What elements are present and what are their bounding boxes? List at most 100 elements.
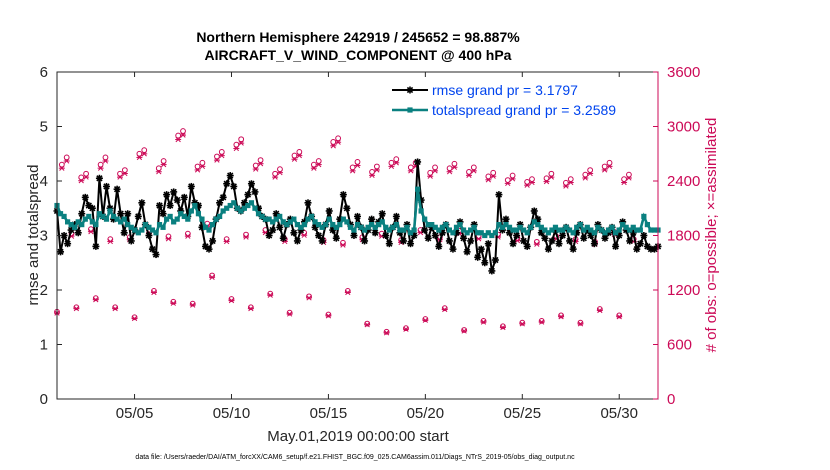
totalspread-marker bbox=[605, 227, 612, 233]
totalspread-marker bbox=[492, 230, 498, 236]
rmse-marker bbox=[368, 215, 376, 223]
obs-assimilated-marker bbox=[199, 163, 206, 170]
obs-assimilated-marker bbox=[504, 180, 511, 187]
obs-assimilated-marker bbox=[238, 140, 245, 146]
rmse-marker bbox=[57, 248, 65, 256]
totalspread-marker bbox=[86, 213, 92, 220]
rmse-marker bbox=[643, 242, 651, 250]
totalspread-marker bbox=[513, 227, 520, 233]
rmse-marker bbox=[431, 232, 439, 239]
totalspread-marker bbox=[570, 230, 576, 236]
obs-assimilated-marker bbox=[276, 169, 283, 176]
totalspread-marker bbox=[255, 211, 262, 217]
obs-possible-marker bbox=[616, 312, 623, 319]
obs-assimilated-marker bbox=[243, 234, 250, 240]
rmse-marker bbox=[445, 237, 453, 245]
rmse-marker bbox=[421, 226, 429, 234]
right-tick-label: 600 bbox=[667, 337, 692, 354]
totalspread-marker bbox=[379, 219, 385, 225]
obs-possible-marker bbox=[344, 288, 351, 294]
totalspread-marker bbox=[333, 224, 339, 230]
rmse-marker bbox=[509, 240, 517, 248]
obs-possible-marker bbox=[446, 165, 453, 172]
rmse-marker bbox=[339, 191, 347, 199]
totalspread-marker bbox=[460, 227, 467, 233]
totalspread-marker bbox=[612, 230, 619, 236]
totalspread-marker bbox=[178, 211, 184, 217]
obs-assimilated-marker bbox=[499, 324, 506, 331]
totalspread-marker bbox=[602, 230, 608, 236]
obs-assimilated-marker bbox=[577, 321, 584, 327]
totalspread-marker bbox=[195, 211, 202, 217]
rmse-marker bbox=[219, 193, 227, 201]
obs-assimilated-marker bbox=[548, 174, 555, 180]
totalspread-marker bbox=[132, 227, 138, 233]
obs-assimilated-marker bbox=[422, 317, 429, 323]
obs-assimilated-marker bbox=[441, 306, 448, 313]
rmse-marker bbox=[378, 210, 386, 218]
totalspread-marker bbox=[248, 200, 255, 206]
totalspread-marker bbox=[330, 222, 336, 228]
obs-assimilated-marker bbox=[480, 319, 487, 325]
totalspread-marker bbox=[429, 222, 435, 228]
obs-assimilated-marker bbox=[625, 175, 632, 181]
obs-assimilated-marker bbox=[73, 305, 80, 312]
obs-possible-marker bbox=[325, 311, 332, 318]
obs-possible-marker bbox=[383, 328, 390, 335]
obs-assimilated-marker bbox=[344, 289, 351, 296]
totalspread-marker bbox=[181, 213, 187, 220]
right-tick-label: 3600 bbox=[667, 64, 700, 81]
obs-possible-marker bbox=[538, 317, 545, 324]
obs-possible-marker bbox=[63, 154, 70, 161]
totalspread-marker bbox=[482, 232, 488, 239]
totalspread-marker bbox=[634, 227, 640, 233]
totalspread-marker bbox=[135, 230, 141, 236]
totalspread-marker bbox=[376, 222, 382, 228]
obs-possible-marker bbox=[165, 233, 172, 240]
totalspread-marker bbox=[351, 227, 357, 233]
rmse-marker bbox=[216, 199, 224, 207]
obs-assimilated-marker bbox=[383, 330, 390, 336]
obs-possible-marker bbox=[184, 230, 191, 237]
rmse-marker bbox=[407, 240, 415, 248]
obs-assimilated-marker bbox=[601, 167, 608, 173]
obs-assimilated-marker bbox=[402, 326, 409, 332]
totalspread-marker bbox=[651, 227, 658, 233]
rmse-marker bbox=[163, 191, 171, 199]
totalspread-marker bbox=[588, 227, 594, 233]
chart-title-line2: AIRCRAFT_V_WIND_COMPONENT @ 400 hPa bbox=[205, 47, 512, 63]
rmse-marker bbox=[382, 232, 390, 239]
obs-assimilated-marker bbox=[160, 161, 167, 168]
totalspread-marker bbox=[344, 219, 350, 225]
totalspread-marker bbox=[567, 227, 573, 233]
rmse-marker bbox=[414, 158, 422, 166]
obs-assimilated-marker bbox=[485, 177, 492, 183]
x-tick-label: 05/20 bbox=[407, 405, 445, 422]
totalspread-marker bbox=[369, 222, 375, 228]
rmse-marker bbox=[463, 248, 471, 256]
obs-assimilated-marker bbox=[184, 233, 191, 239]
totalspread-marker bbox=[319, 224, 325, 230]
obs-assimilated-marker bbox=[247, 305, 254, 312]
totalspread-marker bbox=[284, 222, 290, 228]
obs-possible-marker bbox=[587, 167, 594, 174]
totalspread-marker bbox=[616, 227, 622, 233]
obs-possible-marker bbox=[73, 304, 80, 311]
totalspread-marker bbox=[499, 224, 506, 230]
obs-possible-marker bbox=[238, 136, 245, 143]
rmse-marker bbox=[569, 245, 577, 253]
totalspread-marker bbox=[202, 224, 209, 230]
x-tick-label: 05/10 bbox=[213, 405, 251, 422]
obs-assimilated-marker bbox=[616, 314, 623, 320]
obs-possible-marker bbox=[364, 320, 371, 327]
obs-assimilated-marker bbox=[509, 176, 516, 182]
left-tick-label: 1 bbox=[40, 337, 48, 354]
rmse-marker bbox=[205, 245, 213, 253]
obs-assimilated-marker bbox=[209, 274, 216, 280]
totalspread-marker bbox=[372, 224, 378, 230]
obs-assimilated-marker bbox=[267, 292, 274, 298]
rmse-marker bbox=[120, 229, 128, 237]
rmse-marker bbox=[156, 202, 164, 210]
totalspread-marker bbox=[114, 216, 120, 222]
obs-possible-marker bbox=[286, 309, 293, 316]
